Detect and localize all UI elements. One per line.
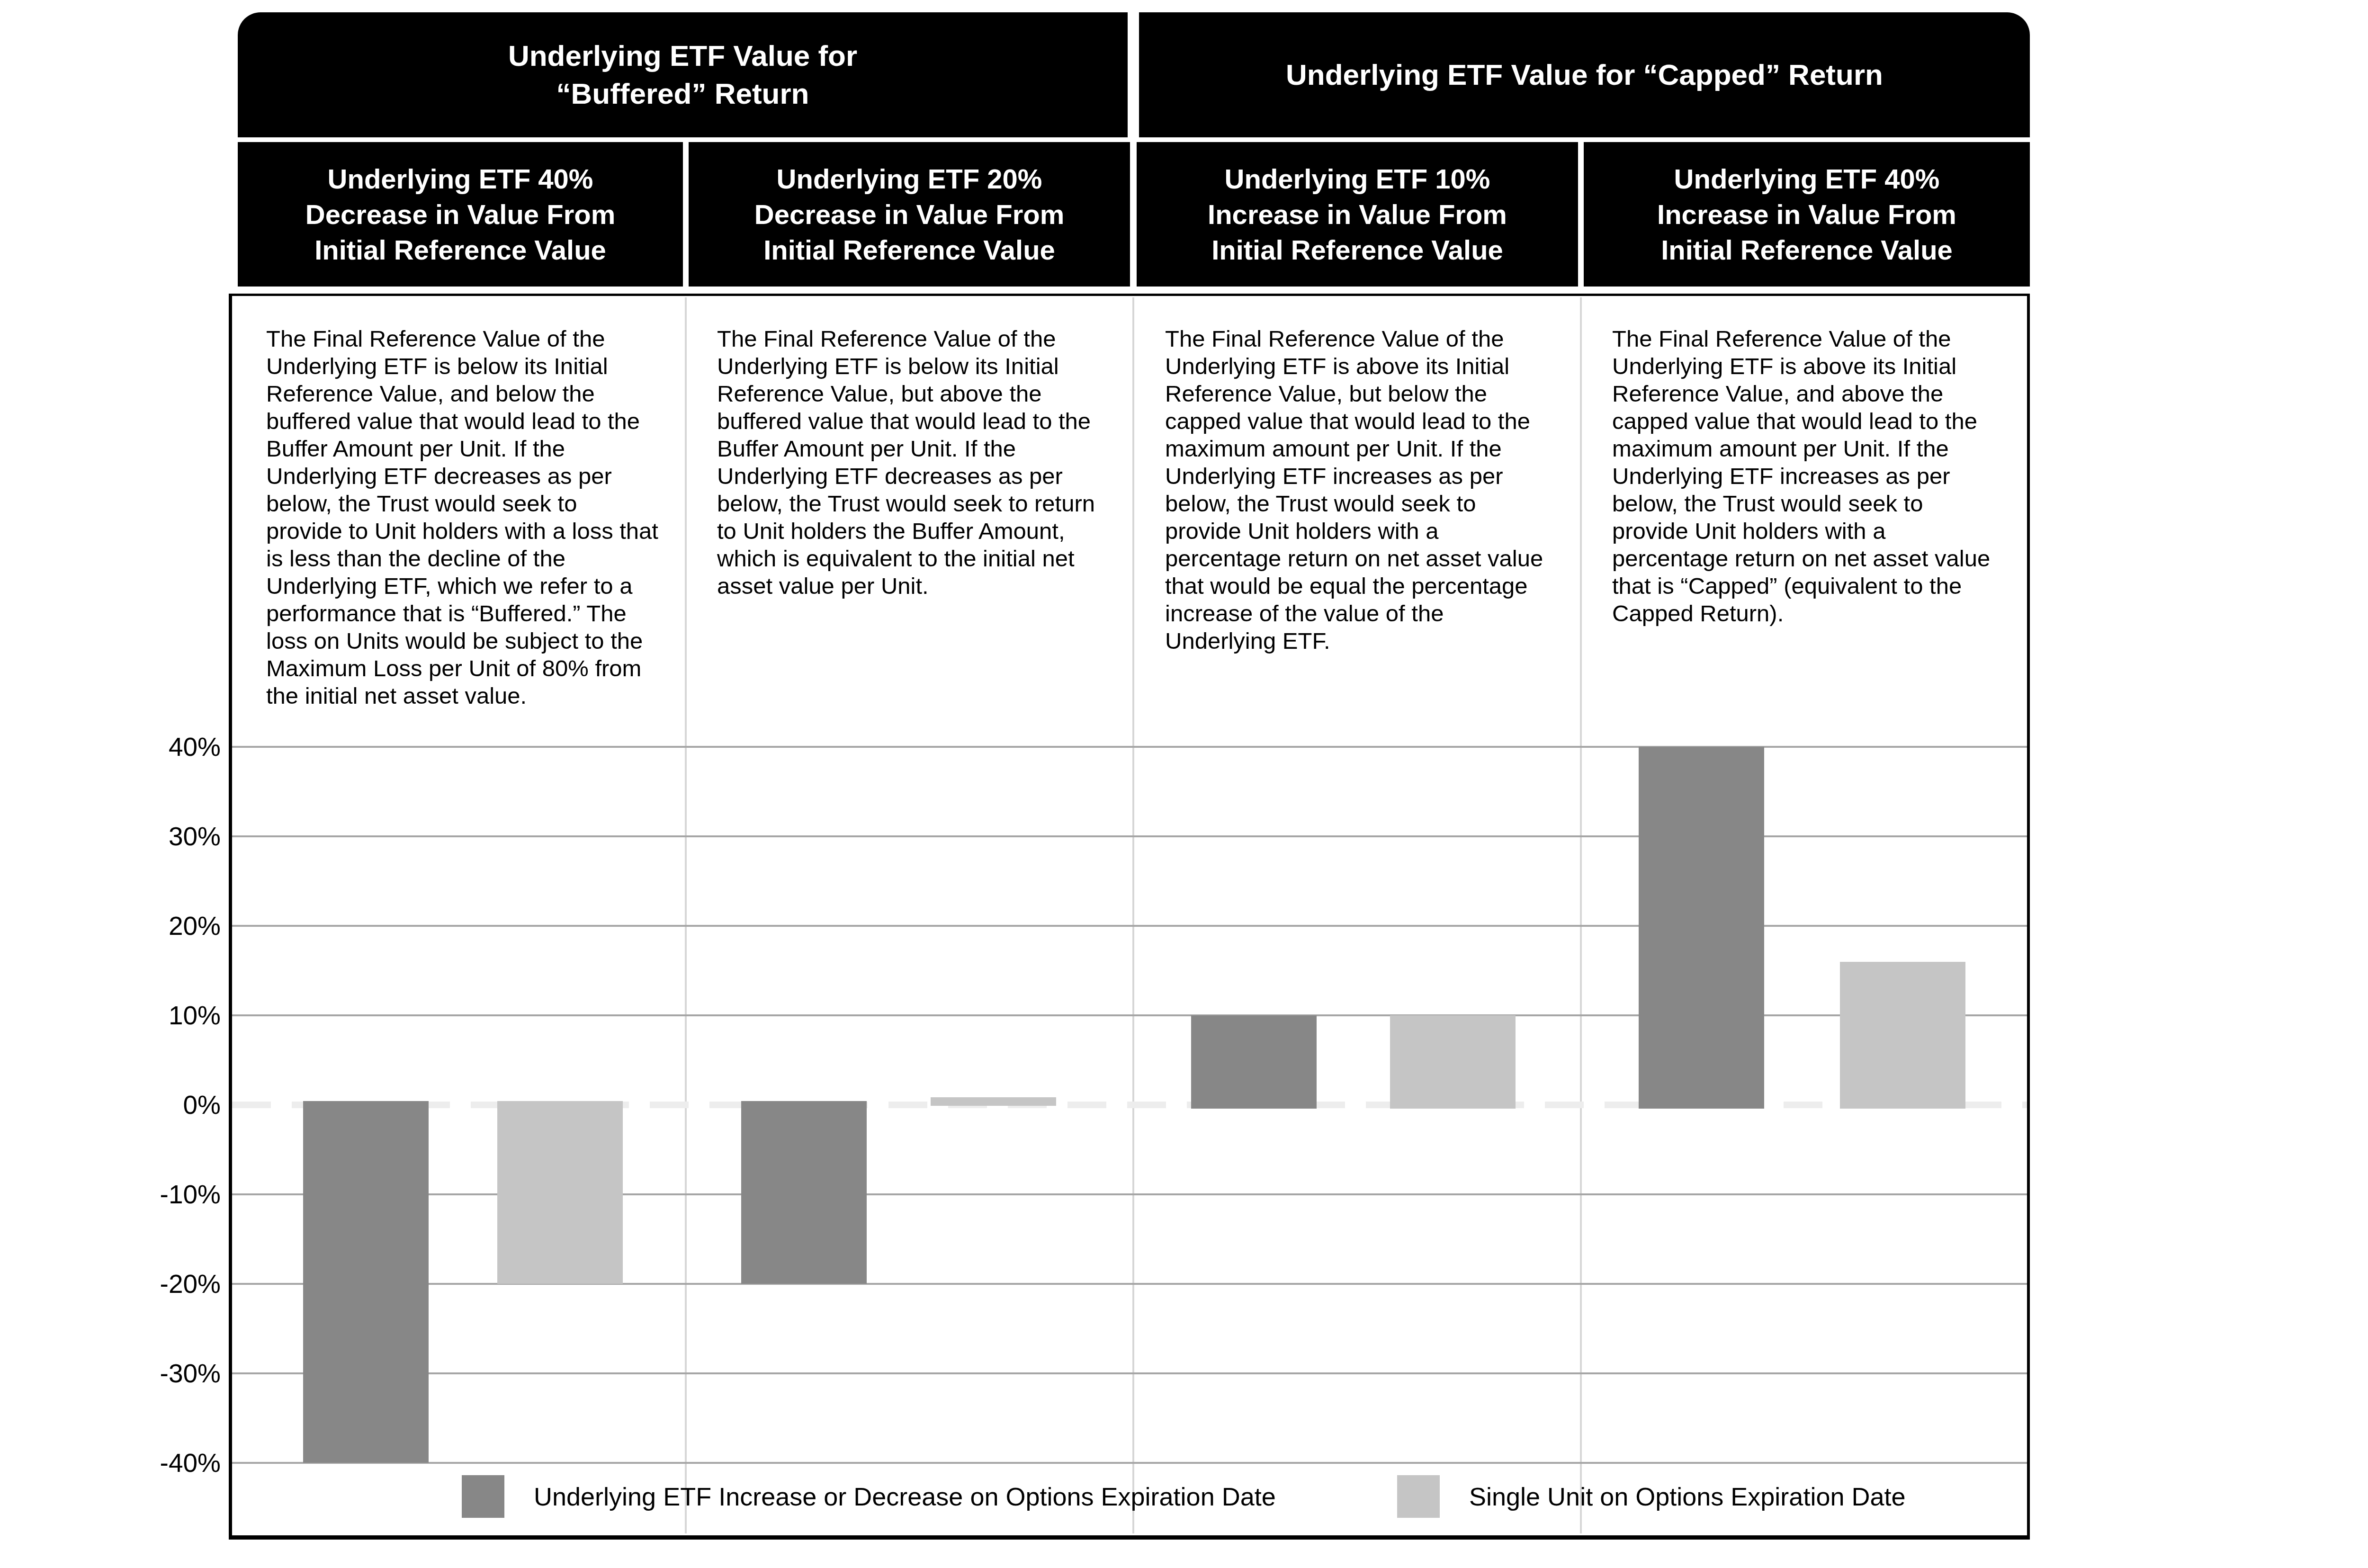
column-header-line: Underlying ETF 40% [1674,161,1940,197]
column-header-line: Initial Reference Value [763,232,1055,268]
banner-capped-line1: Underlying ETF Value for “Capped” Return [1286,56,1883,94]
bar-unit-scenario4 [1840,962,1965,1109]
column-header-line: Initial Reference Value [1211,232,1503,268]
column-header-etf-40-increase: Underlying ETF 40% Increase in Value Fro… [1584,142,2030,287]
banner-buffered-return: Underlying ETF Value for “Buffered” Retu… [238,12,1128,137]
column-header-line: Decrease in Value From [305,197,615,232]
scenario-description-capped-gain: The Final Reference Value of the Underly… [1584,304,2030,627]
column-divider [685,297,687,1533]
gridline [232,1462,2027,1464]
column-header-line: Underlying ETF 20% [777,161,1042,197]
banner-buffered-line1: Underlying ETF Value for [508,37,857,75]
column-header-line: Increase in Value From [1657,197,1956,232]
legend-item-etf: Underlying ETF Increase or Decrease on O… [462,1475,1276,1518]
y-axis-label: 20% [107,907,221,944]
y-axis-label: 40% [107,728,221,765]
y-axis-label: -20% [107,1265,221,1302]
column-header-line: Underlying ETF 40% [328,161,593,197]
column-divider [1132,297,1134,1533]
bar-unit-scenario1 [497,1101,623,1284]
y-axis-label: -10% [107,1176,221,1213]
column-header-etf-10-increase: Underlying ETF 10% Increase in Value Fro… [1137,142,1578,287]
bar-etf-scenario3 [1191,1015,1317,1109]
bar-etf-scenario4 [1639,747,1764,1109]
banner-capped-return: Underlying ETF Value for “Capped” Return [1139,12,2030,137]
bar-etf-scenario1 [303,1101,429,1463]
column-header-line: Initial Reference Value [314,232,606,268]
y-axis-label: 10% [107,997,221,1034]
column-header-line: Initial Reference Value [1661,232,1953,268]
legend-swatch-etf [462,1475,504,1518]
column-divider [1580,297,1582,1533]
banner-buffered-line2: “Buffered” Return [556,75,809,113]
legend-swatch-unit [1397,1475,1440,1518]
bar-etf-scenario2 [741,1101,867,1284]
column-header-line: Underlying ETF 10% [1225,161,1490,197]
gridline [232,1372,2027,1374]
legend-item-unit: Single Unit on Options Expiration Date [1397,1475,1906,1518]
column-header-etf-40-decrease: Underlying ETF 40% Decrease in Value Fro… [238,142,683,287]
legend-label-etf: Underlying ETF Increase or Decrease on O… [504,1482,1276,1511]
legend-label-unit: Single Unit on Options Expiration Date [1440,1482,1906,1511]
bar-unit-scenario2 [931,1097,1056,1106]
scenario-description-buffer-amount: The Final Reference Value of the Underly… [689,304,1130,600]
column-header-line: Increase in Value From [1208,197,1507,232]
y-axis-label: 30% [107,818,221,855]
y-axis-label: -30% [107,1355,221,1392]
column-header-line: Decrease in Value From [754,197,1064,232]
scenario-description-buffered-loss: The Final Reference Value of the Underly… [238,304,683,709]
column-header-etf-20-decrease: Underlying ETF 20% Decrease in Value Fro… [689,142,1130,287]
y-axis-label: 0% [107,1086,221,1123]
figure-canvas: Underlying ETF Value for “Buffered” Retu… [0,0,2368,1568]
scenario-description-uncapped-gain: The Final Reference Value of the Underly… [1137,304,1578,654]
y-axis-label: -40% [107,1444,221,1481]
bar-unit-scenario3 [1390,1015,1516,1109]
